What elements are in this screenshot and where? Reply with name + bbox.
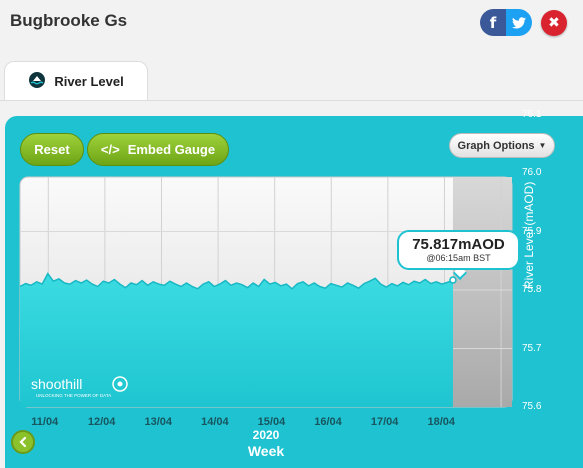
tab-label: River Level	[54, 74, 124, 89]
twitter-icon[interactable]	[506, 9, 532, 36]
social-share-group: f	[480, 9, 532, 36]
window-title: Bugbrooke Gs	[10, 11, 128, 30]
x-tick-label: 14/04	[201, 416, 229, 428]
y-tick-label: 76.0	[522, 167, 542, 178]
x-tick-label: 18/04	[427, 416, 455, 428]
tab-river-level[interactable]: River Level	[4, 61, 148, 101]
embed-gauge-label: Embed Gauge	[127, 142, 216, 157]
graph-options-label: Graph Options	[457, 139, 535, 152]
x-tick-label: 15/04	[257, 416, 286, 428]
river-level-icon	[28, 72, 46, 91]
x-axis-year: 2020	[252, 428, 280, 442]
code-icon: </>	[100, 142, 120, 157]
y-tick-label: 75.8	[522, 284, 542, 295]
tab-divider	[0, 100, 583, 101]
facebook-icon[interactable]: f	[480, 9, 506, 36]
graph-options-dropdown[interactable]: Graph Options ▼	[449, 133, 555, 158]
x-tick-label: 16/04	[314, 416, 342, 428]
back-button[interactable]	[11, 430, 35, 454]
embed-gauge-button[interactable]: </> Embed Gauge	[87, 133, 229, 166]
x-tick-label: 13/04	[144, 416, 173, 428]
y-tick-label: 75.7	[522, 342, 542, 354]
reset-button[interactable]: Reset	[20, 133, 84, 166]
y-tick-label: 75.9	[522, 225, 542, 237]
x-tick-label: 12/04	[87, 416, 116, 428]
x-axis-label: Week	[247, 443, 285, 459]
tooltip-value: 75.817mAOD	[412, 236, 505, 253]
close-button[interactable]: ✖	[541, 10, 567, 36]
caret-down-icon: ▼	[538, 141, 547, 150]
tooltip-time: @06:15am BST	[426, 253, 491, 263]
reset-label: Reset	[34, 142, 70, 157]
x-tick-label: 17/04	[370, 416, 399, 428]
chevron-left-icon	[19, 436, 27, 448]
y-axis-label: River Level (mAOD)	[522, 181, 536, 289]
y-tick-label: 75.6	[522, 401, 542, 412]
value-tooltip: 75.817mAOD @06:15am BST	[397, 230, 520, 270]
y-tick-label: 76.1	[522, 108, 542, 120]
x-tick-label: 11/04	[31, 416, 59, 428]
